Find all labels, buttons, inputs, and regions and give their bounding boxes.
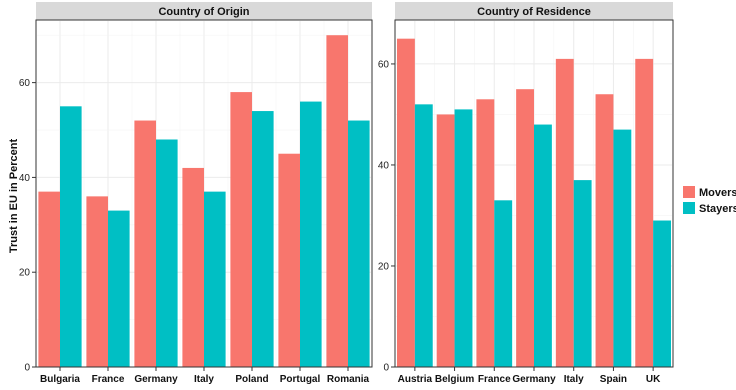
legend-label-stayers: Stayers	[699, 203, 736, 215]
bar-movers-germany	[134, 121, 156, 367]
x-tick-label: Portugal	[280, 374, 321, 385]
legend-key-movers	[683, 186, 695, 198]
bar-stayers-italy	[574, 180, 592, 367]
bar-stayers-spain	[613, 130, 631, 367]
y-tick-label: 20	[378, 261, 390, 272]
bar-movers-spain	[596, 94, 614, 367]
y-tick-label: 60	[19, 78, 31, 89]
x-tick-label: Belgium	[435, 374, 475, 385]
legend: Movers Stayers	[683, 186, 736, 215]
x-tick-label: Spain	[600, 374, 627, 385]
bar-movers-austria	[397, 39, 415, 367]
x-tick-label: Bulgaria	[40, 374, 80, 385]
legend-label-movers: Movers	[699, 187, 736, 199]
bar-movers-italy	[182, 168, 204, 367]
bar-stayers-germany	[534, 125, 552, 367]
y-tick-label: 0	[383, 363, 389, 374]
panel-title: Country of Origin	[158, 6, 249, 18]
x-tick-label: Austria	[398, 374, 433, 385]
y-axis-title: Trust in EU in Percent	[8, 139, 20, 254]
y-tick-label: 20	[19, 268, 31, 279]
bar-movers-belgium	[437, 114, 455, 367]
bar-stayers-bulgaria	[60, 106, 82, 367]
x-tick-label: France	[478, 374, 511, 385]
bar-stayers-romania	[348, 121, 370, 367]
x-tick-label: UK	[646, 374, 661, 385]
y-tick-label: 40	[19, 173, 31, 184]
y-tick-label: 40	[378, 160, 390, 171]
bar-movers-portugal	[278, 154, 300, 367]
bar-stayers-france	[108, 211, 130, 367]
y-tick-label: 0	[24, 363, 30, 374]
bar-stayers-france	[494, 200, 512, 367]
bar-stayers-italy	[204, 192, 226, 367]
bar-stayers-poland	[252, 111, 274, 367]
panel-title: Country of Residence	[477, 6, 591, 18]
panel-1: Country of Origin 0 20 40 60 Bulgaria France Ge…	[19, 2, 372, 385]
bar-movers-uk	[635, 59, 653, 367]
x-tick-label: France	[92, 374, 125, 385]
x-tick-label: Romania	[327, 374, 370, 385]
panel-2: Country of Residence 0 20 40 60 Austria Belgiu…	[378, 2, 673, 385]
bar-movers-italy	[556, 59, 574, 367]
bar-movers-romania	[326, 35, 348, 367]
bar-stayers-uk	[653, 221, 671, 367]
bar-stayers-austria	[415, 104, 433, 367]
legend-key-stayers	[683, 202, 695, 214]
bar-movers-bulgaria	[38, 192, 60, 367]
x-tick-label: Poland	[235, 374, 268, 385]
bar-movers-france	[476, 99, 494, 367]
bar-movers-france	[86, 196, 108, 367]
x-tick-label: Germany	[512, 374, 556, 385]
bar-movers-germany	[516, 89, 534, 367]
x-tick-label: Italy	[194, 374, 214, 385]
y-tick-label: 60	[378, 59, 390, 70]
x-tick-label: Germany	[134, 374, 178, 385]
bar-stayers-germany	[156, 139, 178, 367]
bar-stayers-portugal	[300, 102, 322, 367]
bar-movers-poland	[230, 92, 252, 367]
bar-stayers-belgium	[455, 109, 473, 367]
x-tick-label: Italy	[564, 374, 584, 385]
